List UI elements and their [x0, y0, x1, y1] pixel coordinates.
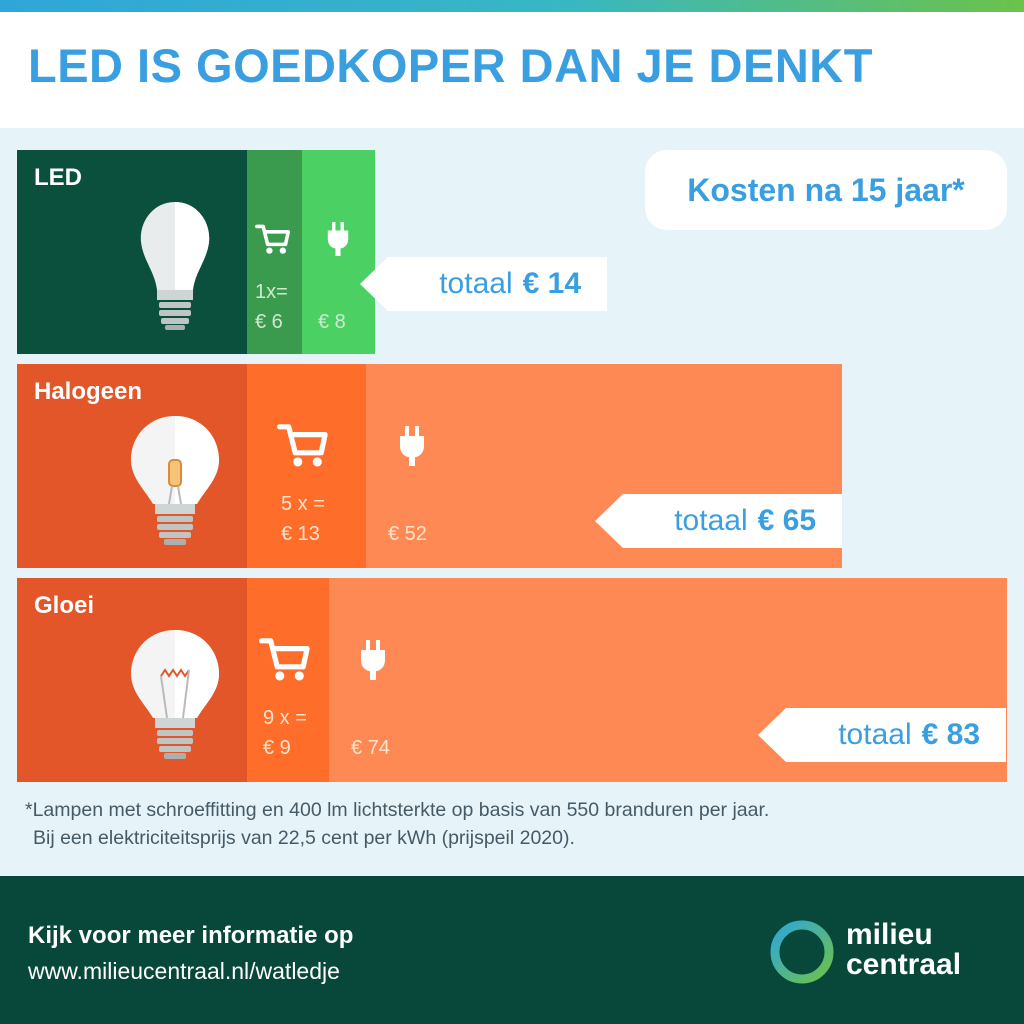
plug-icon: [327, 222, 349, 256]
page-title: LED IS GOEDKOPER DAN JE DENKT: [28, 39, 873, 92]
milieu-centraal-logo: milieu centraal: [768, 914, 1008, 994]
purchase-value-halogeen: € 13: [281, 523, 320, 545]
total-badge-halogeen: totaal € 65: [595, 494, 842, 548]
incandescent-bulb-icon: [131, 630, 219, 759]
top-gradient-stripe: [0, 0, 1024, 12]
cart-icon: [259, 638, 310, 681]
logo-word-1: milieu: [846, 918, 933, 951]
purchase-count-gloei: 9 x =: [263, 707, 307, 729]
logo-word-2: centraal: [846, 948, 962, 981]
bar-purchase-led: 1x= € 6: [247, 150, 302, 354]
header: [0, 12, 1024, 128]
period-badge: Kosten na 15 jaar*: [645, 150, 1007, 230]
footer-info-label: Kijk voor meer informatie op: [28, 922, 354, 949]
bar-energy-led: € 8: [302, 150, 375, 354]
plug-icon: [400, 426, 424, 466]
total-label-gloei: totaal: [838, 718, 912, 751]
led-bulb-icon: [140, 202, 210, 330]
energy-value-halogeen: € 52: [388, 523, 427, 545]
cart-icon: [277, 424, 328, 467]
bulb-panel-led: [17, 150, 247, 354]
footer: Kijk voor meer informatie op www.milieuc…: [0, 876, 1024, 1024]
logo-ring-icon: [770, 920, 834, 984]
total-label-halogeen: totaal: [674, 504, 748, 537]
footer-url-link[interactable]: www.milieucentraal.nl/watledje: [28, 958, 340, 984]
footnote-line-1: *Lampen met schroeffitting en 400 lm lic…: [25, 799, 770, 821]
total-badge-led: totaal € 14: [360, 257, 607, 311]
bar-purchase-halogeen: 5 x = € 13: [247, 364, 366, 568]
footnote: *Lampen met schroeffitting en 400 lm lic…: [25, 796, 1015, 852]
footnote-line-2: Bij een elektriciteitsprijs van 22,5 cen…: [33, 827, 575, 849]
total-value-led: € 14: [522, 267, 581, 300]
halogen-bulb-icon: [131, 416, 219, 545]
category-label-gloei: Gloei: [34, 592, 95, 619]
total-badge-gloei: totaal € 83: [758, 708, 1006, 762]
cart-icon: [255, 224, 290, 254]
purchase-value-led: € 6: [255, 311, 283, 333]
plug-icon: [361, 640, 385, 680]
period-label: Kosten na 15 jaar*: [687, 171, 965, 208]
category-label-halogeen: Halogeen: [34, 378, 143, 405]
energy-value-gloei: € 74: [351, 737, 390, 759]
total-label-led: totaal: [439, 267, 513, 300]
energy-value-led: € 8: [318, 311, 346, 333]
total-value-halogeen: € 65: [757, 504, 816, 537]
bar-purchase-gloei: 9 x = € 9: [247, 578, 329, 782]
purchase-count-led: 1x=: [255, 281, 288, 303]
purchase-count-halogeen: 5 x =: [281, 493, 325, 515]
total-value-gloei: € 83: [921, 718, 980, 751]
category-label-led: LED: [34, 164, 82, 191]
purchase-value-gloei: € 9: [263, 737, 291, 759]
